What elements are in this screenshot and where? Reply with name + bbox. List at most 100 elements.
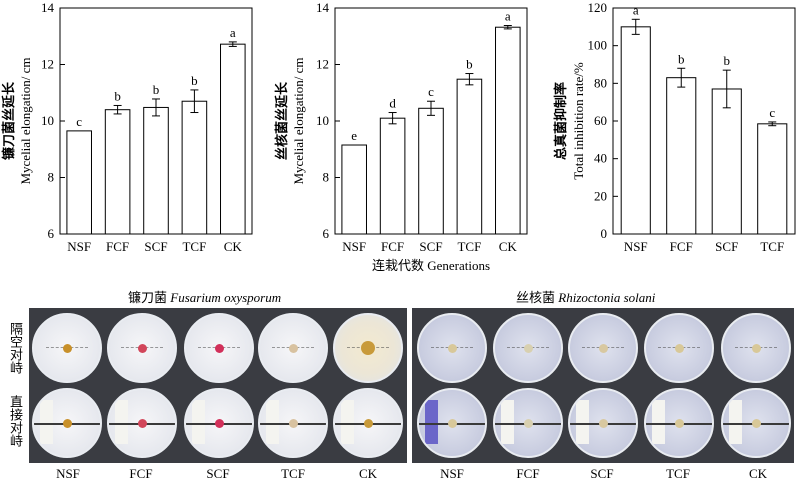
- chart-2-category-label: NSF: [624, 239, 648, 254]
- fungal-colony: [598, 343, 608, 353]
- chart-0-category-label: FCF: [106, 239, 129, 254]
- chart-0-bar-nsf: [66, 130, 92, 235]
- fungal-colony: [62, 343, 72, 353]
- chart-0-ylabel-en: Mycelial elongation/ cm: [18, 57, 33, 184]
- chart-1-significance-letter: c: [428, 84, 434, 99]
- chart-0-significance-letter: b: [191, 73, 198, 88]
- dish-label-left-nsf: NSF: [56, 466, 80, 481]
- chart-1-xlabel: 连栽代数 Generations: [372, 258, 490, 273]
- chart-0-category-label: TCF: [182, 239, 206, 254]
- chart-2-significance-letter: b: [724, 53, 731, 68]
- chart-1-significance-letter: d: [389, 96, 396, 111]
- chart-2-ytick-label: 0: [601, 226, 608, 241]
- chart-2-significance-letter: a: [633, 2, 639, 17]
- row1-label: 隔空对峙: [8, 322, 23, 374]
- right-photo-title-species: Rhizoctonia solani: [558, 290, 656, 305]
- chart-1-significance-letter: a: [505, 9, 511, 24]
- chart-2-category-label: FCF: [670, 239, 693, 254]
- fungal-colony: [137, 343, 147, 353]
- chart-0-ylabel-cn: 镰刀菌丝延长: [1, 81, 16, 161]
- petri-dish: [417, 388, 487, 458]
- chart-1-ytick-label: 14: [316, 0, 330, 15]
- petri-dish: [32, 313, 102, 383]
- chart-0-category-label: NSF: [67, 239, 91, 254]
- fungal-colony: [674, 418, 684, 428]
- dish-label-left-scf: SCF: [206, 466, 230, 481]
- petri-dish: [333, 388, 403, 458]
- chart-0-significance-letter: c: [76, 114, 82, 129]
- dish-label-left-tcf: TCF: [281, 466, 305, 481]
- chart-2-ylabel-en: Total inhibition rate/%: [571, 62, 586, 180]
- chart-0-bar-scf: [143, 106, 169, 235]
- chart-1-ylabel-cn: 丝核菌丝延长: [274, 81, 289, 160]
- petri-dish: [493, 313, 563, 383]
- chart-1-bar-ck: [495, 26, 521, 235]
- petri-dish: [32, 388, 102, 458]
- chart-1-significance-letter: b: [466, 57, 473, 72]
- fungal-colony: [214, 343, 224, 353]
- chart-1-bar-fcf: [379, 117, 406, 235]
- chart-1-category-label: NSF: [342, 239, 366, 254]
- chart-1-ytick-label: 10: [316, 113, 329, 128]
- chart-2-bar-scf: [711, 88, 742, 235]
- chart-2-ytick-label: 100: [588, 38, 608, 53]
- chart-1-category-label: FCF: [381, 239, 404, 254]
- left-photo-title: 镰刀菌 Fusarium oxysporum: [128, 287, 281, 306]
- chart-1-bar-tcf: [456, 78, 483, 235]
- fungal-colony: [447, 418, 457, 428]
- dish-label-right-fcf: FCF: [516, 466, 540, 481]
- dish-label-left-fcf: FCF: [129, 466, 153, 481]
- chart-2-ytick-label: 20: [594, 188, 607, 203]
- chart-0-significance-letter: b: [114, 88, 121, 103]
- petri-dish: [258, 313, 328, 383]
- chart-2-ytick-label: 80: [594, 75, 607, 90]
- dish-label-right-ck: CK: [748, 466, 768, 481]
- chart-0-ytick-label: 8: [48, 170, 55, 185]
- fungal-colony: [523, 418, 533, 428]
- chart-2-category-label: SCF: [715, 239, 738, 254]
- petri-dish: [721, 313, 791, 383]
- fungal-colony: [363, 418, 373, 428]
- chart-1-ytick-label: 6: [323, 226, 330, 241]
- dish-label-right-scf: SCF: [590, 466, 614, 481]
- fungal-colony: [137, 418, 147, 428]
- fungal-colony: [214, 418, 224, 428]
- chart-1-bar-nsf: [341, 144, 367, 235]
- petri-dish: [568, 313, 638, 383]
- chart-0-bar-tcf: [181, 100, 208, 235]
- dish-label-right-tcf: TCF: [666, 466, 690, 481]
- chart-1-category-label: SCF: [419, 239, 442, 254]
- petri-dish: [184, 388, 254, 458]
- chart-0-ytick-label: 14: [41, 0, 55, 15]
- fungal-colony: [598, 418, 608, 428]
- dish-label-left-ck: CK: [358, 466, 378, 481]
- fungal-colony: [62, 418, 72, 428]
- chart-1-category-label: TCF: [457, 239, 481, 254]
- fungal-colony: [288, 418, 298, 428]
- dish-label-right-nsf: NSF: [440, 466, 464, 481]
- chart-1-ylabel-en: Mycelial elongation/ cm: [291, 57, 306, 184]
- chart-0-significance-letter: a: [230, 25, 236, 40]
- fungal-colony: [288, 343, 298, 353]
- right-photo-title-cn: 丝核菌: [516, 290, 556, 305]
- petri-dish: [493, 388, 563, 458]
- chart-1-ytick-label: 12: [316, 57, 329, 72]
- petri-dish: [721, 388, 791, 458]
- chart-2-category-label: TCF: [760, 239, 784, 254]
- chart-2-significance-letter: b: [678, 51, 685, 66]
- petri-dish: [184, 313, 254, 383]
- fusarium-photo-panel: [29, 308, 407, 463]
- chart-0-category-label: SCF: [144, 239, 167, 254]
- fungal-colony: [751, 418, 761, 428]
- chart-0-ytick-label: 12: [41, 57, 54, 72]
- chart-1-category-label: CK: [499, 239, 518, 254]
- petri-dish: [258, 388, 328, 458]
- chart-0-significance-letter: b: [153, 82, 160, 97]
- left-photo-title-cn: 镰刀菌: [128, 290, 168, 305]
- chart-2-bar-nsf: [620, 26, 651, 235]
- chart-2-bar-fcf: [666, 77, 697, 235]
- chart-2-ytick-label: 40: [594, 151, 607, 166]
- chart-0-ytick-label: 10: [41, 113, 54, 128]
- fungal-colony: [674, 343, 684, 353]
